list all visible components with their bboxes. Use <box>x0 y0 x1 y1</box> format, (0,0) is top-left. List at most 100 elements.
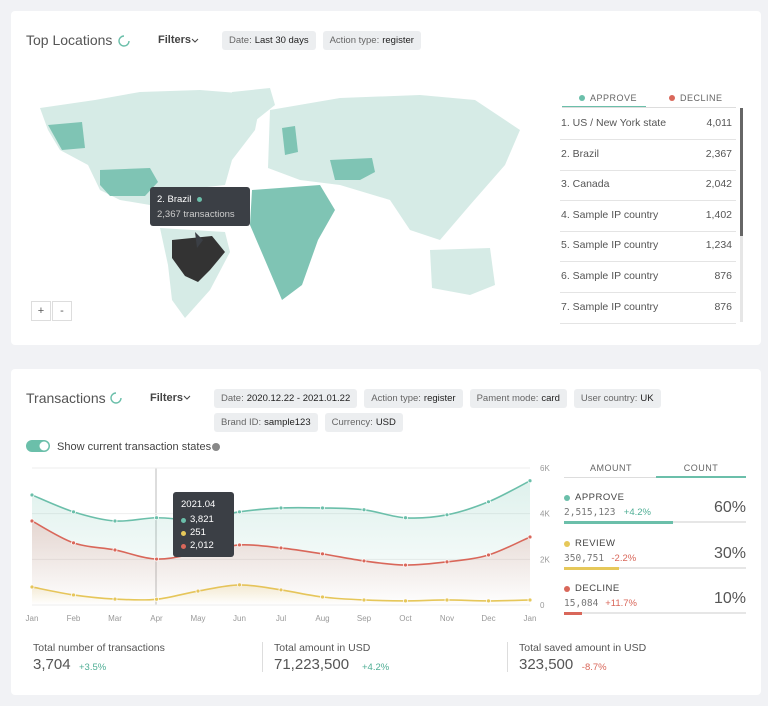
tooltip-value: 2,012 <box>190 540 214 551</box>
toggle-label: Show current transaction states <box>57 441 212 453</box>
dot <box>564 495 570 501</box>
tab-rule <box>562 107 736 108</box>
tooltip-title: 2. Brazil <box>157 194 192 205</box>
point <box>154 556 159 562</box>
chevron <box>183 395 191 400</box>
row-rule <box>560 169 736 171</box>
tab[interactable]: COUNT <box>683 463 719 473</box>
zoom-button[interactable]: - <box>52 301 72 321</box>
row-value: 2,367 <box>705 147 732 160</box>
chip-key: Date: <box>221 393 244 404</box>
refresh-icon[interactable] <box>110 392 122 404</box>
chip[interactable]: User country: UK <box>573 389 661 408</box>
title: Top Locations <box>26 32 113 48</box>
x-tick-label: Jan <box>26 614 39 623</box>
refresh-icon[interactable] <box>118 35 130 47</box>
world-map <box>40 88 520 318</box>
eurasia <box>268 95 520 240</box>
chip-key: Currency: <box>331 417 373 428</box>
title: Transactions <box>26 390 106 406</box>
chip[interactable]: Date: Last 30 days <box>222 31 316 50</box>
filter-chips: Date: 2020.12.22 - 2021.01.22 Action type:… <box>214 389 744 432</box>
tab-underline <box>656 476 746 478</box>
row-label: 1. US / New York state <box>561 117 667 129</box>
point <box>403 515 408 521</box>
row-label: 6. Sample IP country <box>561 270 659 282</box>
point <box>29 492 35 498</box>
row-value: 876 <box>714 270 732 282</box>
x-tick-label: Oct <box>399 614 412 623</box>
filters[interactable]: Filters <box>150 392 184 404</box>
point <box>71 509 76 515</box>
filters[interactable]: Filters <box>158 34 192 46</box>
point <box>237 542 242 548</box>
point <box>527 478 533 484</box>
tab[interactable]: DECLINE <box>680 93 723 103</box>
tab-dot <box>579 95 585 101</box>
tooltip-title: 2021.04 <box>181 499 216 510</box>
chip-key: Date: <box>229 35 252 46</box>
zoom-button[interactable]: + <box>31 301 51 321</box>
chip-key: User country: <box>580 393 638 404</box>
chart: 0 2K 4K 6K Jan Feb Mar Apr May Jun Jul Aug Sep Oct Nov… <box>26 464 551 623</box>
y-tick-label: 6K <box>540 464 550 473</box>
chip[interactable]: Currency: USD <box>324 413 403 432</box>
total-value: 71,223,500 <box>274 656 350 673</box>
chip-value: 2020.12.22 - 2021.01.22 <box>246 393 351 404</box>
total-value: 323,500 <box>519 656 574 673</box>
state-percent: 10% <box>713 590 746 607</box>
point <box>444 512 450 518</box>
chip[interactable]: Action type: register <box>364 389 463 408</box>
area <box>32 520 530 605</box>
chip-key: Brand ID: <box>221 417 262 428</box>
row-label: 4. Sample IP country <box>561 208 659 221</box>
usa <box>100 168 158 196</box>
state-name: REVIEW <box>575 537 616 549</box>
chip[interactable]: Pament mode: card <box>469 389 567 408</box>
chevron <box>191 38 199 43</box>
dot <box>564 586 570 592</box>
point <box>237 509 242 515</box>
filter-chips: Date: Last 30 days Action type: register <box>222 31 522 50</box>
x-tick-label: Sep <box>357 614 372 623</box>
x-tick-label: May <box>190 614 205 623</box>
chip[interactable]: Date: 2020.12.22 - 2021.01.22 <box>214 389 358 408</box>
row-label: 5. Sample IP country <box>561 239 659 252</box>
tab[interactable]: APPROVE <box>590 93 638 103</box>
tooltip-pointer <box>195 232 203 248</box>
dot <box>181 544 186 549</box>
north-america <box>40 90 262 205</box>
tab-rule <box>564 477 746 478</box>
x-tick-label: Jun <box>233 614 246 623</box>
chip-value: Last 30 days <box>254 35 309 46</box>
chip[interactable]: Action type: register <box>322 31 421 50</box>
tooltip-value: 3,821 <box>190 514 214 525</box>
state-change: +11.7% <box>605 598 637 609</box>
state-percent: 60% <box>713 499 746 516</box>
point <box>361 558 367 564</box>
tab[interactable]: AMOUNT <box>590 463 632 473</box>
state-count: 2,515,123 <box>564 507 616 518</box>
total-value: 3,704 <box>33 656 71 673</box>
row-label: 3. Canada <box>561 178 610 191</box>
point <box>71 540 76 546</box>
chip[interactable]: Brand ID: sample123 <box>214 413 318 432</box>
total-label: Total amount in USD <box>274 642 371 654</box>
chip-value: USD <box>375 417 396 428</box>
scroll-thumb[interactable] <box>740 108 743 236</box>
tooltip-value: 251 <box>190 527 206 538</box>
point <box>278 545 284 551</box>
separator <box>507 642 508 672</box>
australia <box>430 248 495 295</box>
row-label: 2. Brazil <box>561 147 599 160</box>
point <box>527 534 533 540</box>
row-rule <box>560 322 736 324</box>
y-tick-label: 2K <box>540 555 550 564</box>
info-icon[interactable] <box>212 443 220 451</box>
x-tick-label: Apr <box>150 614 163 623</box>
x-tick-label: Nov <box>440 614 454 623</box>
africa <box>250 185 335 300</box>
total-change: -8.7% <box>581 662 607 673</box>
tooltip-text: 2,367 transactions <box>157 209 235 220</box>
point <box>361 507 367 513</box>
